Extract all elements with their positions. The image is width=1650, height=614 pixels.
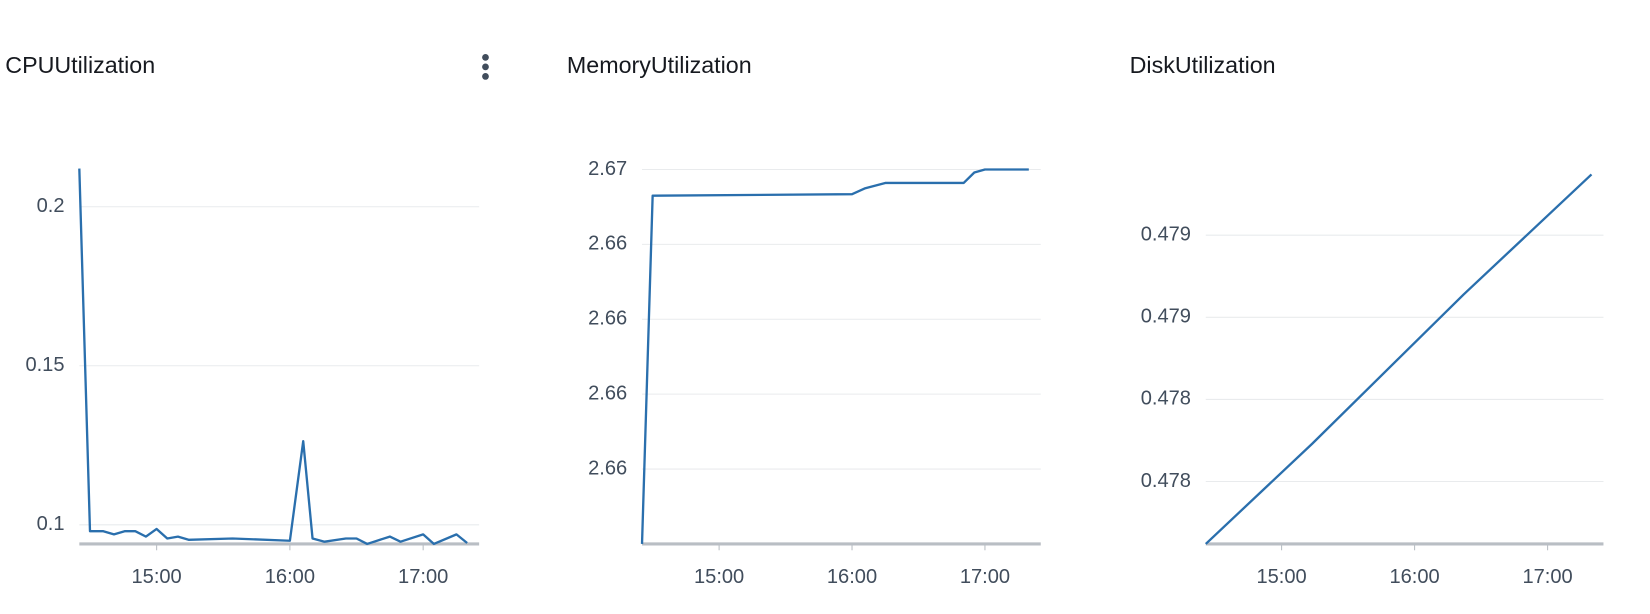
- data-line: [1204, 173, 1593, 545]
- menu-dot: [482, 73, 489, 80]
- y-tick-label: 2.66: [588, 457, 627, 479]
- x-tick-label: 17:00: [398, 566, 448, 588]
- x-tick-label: 15:00: [131, 566, 181, 588]
- x-tick-label: 16:00: [827, 566, 877, 588]
- x-tick-label: 17:00: [1522, 566, 1572, 588]
- y-tick-label: 0.478: [1141, 388, 1191, 410]
- y-tick-label: 2.66: [588, 233, 627, 255]
- menu-dot: [482, 54, 489, 61]
- x-tick-label: 16:00: [265, 566, 315, 588]
- y-tick-label: 0.479: [1141, 224, 1191, 246]
- chart-title: MemoryUtilization: [567, 52, 752, 78]
- x-tick-label: 15:00: [1256, 566, 1306, 588]
- menu-button[interactable]: [482, 54, 489, 80]
- y-tick-label: 2.66: [588, 382, 627, 404]
- y-tick-label: 0.15: [25, 354, 64, 376]
- chart-title: CPUUtilization: [5, 52, 155, 78]
- data-line: [640, 168, 1029, 544]
- chart-title: DiskUtilization: [1130, 52, 1276, 78]
- data-line: [78, 168, 468, 546]
- y-tick-label: 2.67: [588, 158, 627, 180]
- y-tick-label: 2.66: [588, 308, 627, 330]
- x-tick-label: 16:00: [1389, 566, 1439, 588]
- y-tick-label: 0.1: [37, 513, 65, 535]
- menu-dot: [482, 63, 489, 71]
- y-tick-label: 0.478: [1141, 470, 1191, 492]
- y-tick-label: 0.479: [1141, 306, 1191, 328]
- x-tick-label: 15:00: [694, 566, 744, 588]
- x-tick-label: 17:00: [960, 566, 1010, 588]
- y-tick-label: 0.2: [37, 195, 65, 217]
